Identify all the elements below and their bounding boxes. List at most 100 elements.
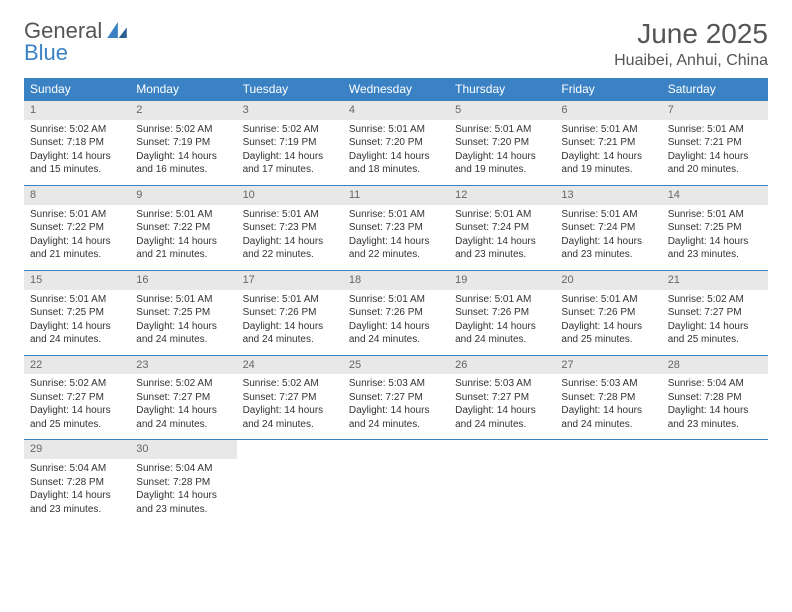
sunset-text: Sunset: 7:25 PM (668, 221, 762, 235)
calendar-day-cell: 17Sunrise: 5:01 AMSunset: 7:26 PMDayligh… (237, 270, 343, 355)
daylight-text-2: and 24 minutes. (349, 333, 443, 347)
calendar-day-cell: 27Sunrise: 5:03 AMSunset: 7:28 PMDayligh… (555, 355, 661, 440)
day-content: Sunrise: 5:01 AMSunset: 7:23 PMDaylight:… (237, 205, 343, 270)
calendar-day-cell: 14 Sunrise: 5:01 AMSunset: 7:25 PMDayligh… (662, 185, 768, 270)
sunset-text: Sunset: 7:20 PM (455, 136, 549, 150)
sunset-text: Sunset: 7:28 PM (30, 476, 124, 490)
month-title: June 2025 (614, 18, 768, 50)
calendar-day-cell: .. (555, 440, 661, 524)
day-content: Sunrise: 5:01 AMSunset: 7:21 PMDaylight:… (555, 120, 661, 185)
sunrise-text: Sunrise: 5:01 AM (561, 208, 655, 222)
day-number: 19 (449, 271, 555, 290)
calendar-day-cell: 11Sunrise: 5:01 AMSunset: 7:23 PMDayligh… (343, 185, 449, 270)
daylight-text-2: and 16 minutes. (136, 163, 230, 177)
day-content: Sunrise: 5:01 AMSunset: 7:22 PMDaylight:… (130, 205, 236, 270)
day-number: 7 (662, 101, 768, 120)
day-content: Sunrise: 5:04 AMSunset: 7:28 PMDaylight:… (24, 459, 130, 524)
calendar-day-cell: 22Sunrise: 5:02 AMSunset: 7:27 PMDayligh… (24, 355, 130, 440)
calendar-day-cell: 15Sunrise: 5:01 AMSunset: 7:25 PMDayligh… (24, 270, 130, 355)
sunrise-text: Sunrise: 5:02 AM (136, 123, 230, 137)
sunrise-text: Sunrise: 5:02 AM (243, 123, 337, 137)
sunrise-text: Sunrise: 5:01 AM (668, 208, 762, 222)
calendar-day-cell: 26Sunrise: 5:03 AMSunset: 7:27 PMDayligh… (449, 355, 555, 440)
day-number: 1 (24, 101, 130, 120)
daylight-text-2: and 15 minutes. (30, 163, 124, 177)
daylight-text-1: Daylight: 14 hours (136, 489, 230, 503)
daylight-text-1: Daylight: 14 hours (455, 404, 549, 418)
sunrise-text: Sunrise: 5:01 AM (243, 293, 337, 307)
calendar-header-row: SundayMondayTuesdayWednesdayThursdayFrid… (24, 78, 768, 101)
day-content: Sunrise: 5:01 AMSunset: 7:26 PMDaylight:… (343, 290, 449, 355)
sunset-text: Sunset: 7:22 PM (136, 221, 230, 235)
day-content: Sunrise: 5:02 AMSunset: 7:18 PMDaylight:… (24, 120, 130, 185)
daylight-text-1: Daylight: 14 hours (668, 235, 762, 249)
logo: GeneralBlue (24, 18, 128, 66)
sunrise-text: Sunrise: 5:02 AM (30, 377, 124, 391)
daylight-text-1: Daylight: 14 hours (243, 235, 337, 249)
daylight-text-2: and 24 minutes. (136, 418, 230, 432)
weekday-header: Tuesday (237, 78, 343, 101)
day-number: 5 (449, 101, 555, 120)
day-number: 2 (130, 101, 236, 120)
daylight-text-1: Daylight: 14 hours (668, 150, 762, 164)
sunrise-text: Sunrise: 5:01 AM (30, 208, 124, 222)
day-number: 14 (662, 186, 768, 205)
weekday-header: Wednesday (343, 78, 449, 101)
weekday-header: Monday (130, 78, 236, 101)
daylight-text-1: Daylight: 14 hours (349, 320, 443, 334)
sunset-text: Sunset: 7:23 PM (243, 221, 337, 235)
weekday-header: Saturday (662, 78, 768, 101)
daylight-text-2: and 21 minutes. (30, 248, 124, 262)
day-number: 21 (662, 271, 768, 290)
day-content: Sunrise: 5:02 AMSunset: 7:27 PMDaylight:… (130, 374, 236, 439)
calendar-week-row: 22Sunrise: 5:02 AMSunset: 7:27 PMDayligh… (24, 355, 768, 440)
daylight-text-1: Daylight: 14 hours (30, 320, 124, 334)
sunset-text: Sunset: 7:27 PM (455, 391, 549, 405)
calendar-day-cell: 20Sunrise: 5:01 AMSunset: 7:26 PMDayligh… (555, 270, 661, 355)
sunset-text: Sunset: 7:21 PM (668, 136, 762, 150)
daylight-text-1: Daylight: 14 hours (136, 320, 230, 334)
sunrise-text: Sunrise: 5:02 AM (668, 293, 762, 307)
daylight-text-2: and 23 minutes. (668, 248, 762, 262)
daylight-text-1: Daylight: 14 hours (668, 320, 762, 334)
calendar-day-cell: 1Sunrise: 5:02 AMSunset: 7:18 PMDaylight… (24, 101, 130, 186)
day-number: 4 (343, 101, 449, 120)
daylight-text-2: and 22 minutes. (243, 248, 337, 262)
daylight-text-1: Daylight: 14 hours (455, 235, 549, 249)
day-number: 24 (237, 356, 343, 375)
day-content: Sunrise: 5:01 AMSunset: 7:26 PMDaylight:… (449, 290, 555, 355)
daylight-text-2: and 21 minutes. (136, 248, 230, 262)
sunset-text: Sunset: 7:25 PM (30, 306, 124, 320)
daylight-text-2: and 23 minutes. (455, 248, 549, 262)
daylight-text-2: and 23 minutes. (668, 418, 762, 432)
sunrise-text: Sunrise: 5:03 AM (561, 377, 655, 391)
sunset-text: Sunset: 7:26 PM (243, 306, 337, 320)
daylight-text-2: and 23 minutes. (30, 503, 124, 517)
sunset-text: Sunset: 7:19 PM (243, 136, 337, 150)
sunset-text: Sunset: 7:26 PM (455, 306, 549, 320)
day-content: Sunrise: 5:04 AMSunset: 7:28 PMDaylight:… (130, 459, 236, 524)
sunset-text: Sunset: 7:28 PM (561, 391, 655, 405)
daylight-text-1: Daylight: 14 hours (243, 404, 337, 418)
sunset-text: Sunset: 7:22 PM (30, 221, 124, 235)
day-content: Sunrise: 5:01 AMSunset: 7:24 PMDaylight:… (555, 205, 661, 270)
daylight-text-1: Daylight: 14 hours (243, 320, 337, 334)
calendar-day-cell: 2Sunrise: 5:02 AMSunset: 7:19 PMDaylight… (130, 101, 236, 186)
calendar-body: 1Sunrise: 5:02 AMSunset: 7:18 PMDaylight… (24, 101, 768, 525)
daylight-text-2: and 23 minutes. (136, 503, 230, 517)
calendar-day-cell: 21Sunrise: 5:02 AMSunset: 7:27 PMDayligh… (662, 270, 768, 355)
calendar-day-cell: 18Sunrise: 5:01 AMSunset: 7:26 PMDayligh… (343, 270, 449, 355)
day-number: 6 (555, 101, 661, 120)
weekday-header: Sunday (24, 78, 130, 101)
calendar-table: SundayMondayTuesdayWednesdayThursdayFrid… (24, 78, 768, 524)
daylight-text-2: and 24 minutes. (349, 418, 443, 432)
sunset-text: Sunset: 7:27 PM (136, 391, 230, 405)
sunrise-text: Sunrise: 5:01 AM (561, 293, 655, 307)
daylight-text-1: Daylight: 14 hours (455, 320, 549, 334)
day-content: Sunrise: 5:02 AMSunset: 7:27 PMDaylight:… (24, 374, 130, 439)
sunrise-text: Sunrise: 5:01 AM (136, 208, 230, 222)
day-content: Sunrise: 5:01 AMSunset: 7:26 PMDaylight:… (237, 290, 343, 355)
day-content: Sunrise: 5:02 AMSunset: 7:27 PMDaylight:… (237, 374, 343, 439)
day-content: Sunrise: 5:01 AMSunset: 7:23 PMDaylight:… (343, 205, 449, 270)
daylight-text-2: and 18 minutes. (349, 163, 443, 177)
